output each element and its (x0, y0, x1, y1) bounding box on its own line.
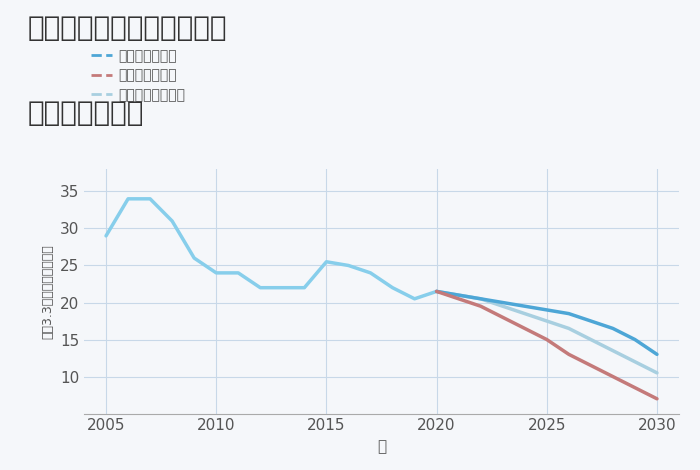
Text: 奈良県磯城郡三宅町伴堂の: 奈良県磯城郡三宅町伴堂の (28, 14, 228, 42)
Text: 土地の価格推移: 土地の価格推移 (28, 99, 144, 127)
Legend: グッドシナリオ, バッドシナリオ, ノーマルシナリオ: グッドシナリオ, バッドシナリオ, ノーマルシナリオ (91, 49, 186, 102)
X-axis label: 年: 年 (377, 439, 386, 454)
Y-axis label: 坪（3.3㎡）単価（万円）: 坪（3.3㎡）単価（万円） (41, 244, 54, 339)
